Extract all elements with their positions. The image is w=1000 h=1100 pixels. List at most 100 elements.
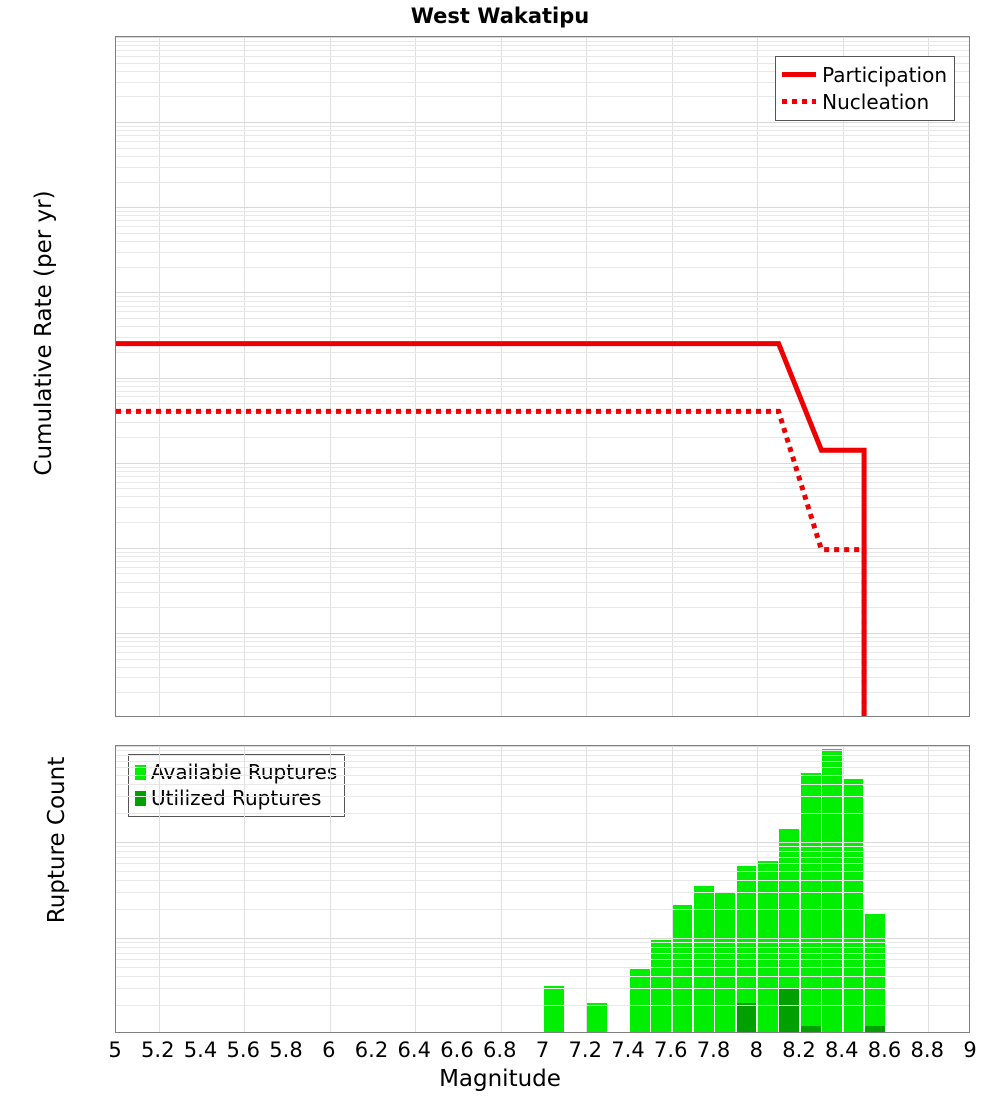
bar-column[interactable]: [587, 746, 607, 1032]
gridline-horizontal: [116, 147, 969, 149]
gridline-vertical: [842, 746, 844, 1032]
bar-column[interactable]: [736, 746, 757, 1032]
x-tick: 6.6: [440, 1038, 474, 1062]
gridline-horizontal: [116, 96, 969, 98]
gridline-horizontal: [116, 651, 969, 653]
bar-utilized: [864, 1026, 885, 1032]
gridline-horizontal: [116, 796, 969, 798]
legend-item-utilized[interactable]: Utilized Ruptures: [135, 785, 337, 811]
gridline-horizontal: [116, 305, 969, 307]
gridline-horizontal: [116, 959, 969, 961]
available-swatch-icon: [135, 764, 146, 780]
gridline-horizontal: [116, 232, 969, 234]
gridline-vertical: [928, 37, 930, 716]
bar-available: [736, 866, 757, 1032]
utilized-swatch-icon: [135, 790, 146, 806]
gridline-horizontal: [116, 122, 969, 124]
bar-available: [758, 861, 778, 1032]
gridline-vertical: [586, 37, 588, 716]
x-tick: 7.4: [611, 1038, 645, 1062]
solid-line-icon: [782, 72, 817, 77]
bar-available: [544, 986, 565, 1032]
curve-participation: [116, 341, 867, 716]
legend-label-nucleation: Nucleation: [822, 89, 930, 114]
gridline-horizontal: [116, 37, 969, 38]
gridline-horizontal: [116, 560, 969, 562]
gridline-horizontal: [116, 462, 969, 464]
bar-column[interactable]: [864, 746, 885, 1032]
bar-available: [587, 1003, 607, 1032]
bar-column[interactable]: [758, 746, 778, 1032]
gridline-horizontal: [116, 547, 969, 549]
gridline-horizontal: [116, 296, 969, 298]
bar-available: [672, 905, 693, 1032]
bar-column[interactable]: [822, 746, 842, 1032]
bar-column[interactable]: [651, 746, 671, 1032]
gridline-horizontal: [116, 846, 969, 848]
gridline-horizontal: [116, 266, 969, 268]
bar-column[interactable]: [715, 746, 736, 1032]
bar-column[interactable]: [544, 746, 565, 1032]
bar-available: [843, 779, 864, 1032]
gridline-horizontal: [116, 292, 969, 294]
legend-ruptures: Available Ruptures Utilized Ruptures: [128, 754, 346, 817]
curve-nucleation: [116, 408, 867, 716]
gridline-vertical: [757, 37, 759, 716]
legend-item-available[interactable]: Available Ruptures: [135, 759, 337, 785]
gridline-horizontal: [116, 522, 969, 524]
legend-label-utilized: Utilized Ruptures: [151, 786, 322, 810]
gridline-horizontal: [116, 207, 969, 209]
y-axis-label-bottom: Rupture Count: [44, 756, 70, 924]
gridline-horizontal: [116, 632, 969, 634]
gridline-horizontal: [116, 411, 969, 413]
gridline-vertical: [244, 746, 246, 1032]
bar-column[interactable]: [779, 746, 800, 1032]
cumulative-rate-plot: Participation Nucleation: [115, 36, 970, 717]
gridline-horizontal: [116, 677, 969, 679]
gridline-horizontal: [116, 422, 969, 423]
gridline-vertical: [928, 746, 930, 1032]
gridline-vertical: [158, 746, 160, 1032]
x-tick: 8.2: [782, 1038, 816, 1062]
x-tick: 8: [749, 1038, 763, 1062]
gridline-horizontal: [116, 466, 969, 468]
gridline-horizontal: [116, 746, 969, 747]
gridline-horizontal: [116, 952, 969, 954]
gridline-horizontal: [116, 130, 969, 132]
gridline-horizontal: [116, 555, 969, 557]
bar-available: [629, 969, 650, 1032]
gridline-horizontal: [116, 938, 969, 939]
gridline-vertical: [842, 37, 844, 716]
gridline-horizontal: [116, 880, 969, 882]
legend-item-participation[interactable]: Participation: [782, 61, 947, 88]
x-tick: 5.6: [226, 1038, 260, 1062]
gridline-horizontal: [116, 318, 969, 319]
gridline-horizontal: [116, 607, 969, 609]
gridline-horizontal: [116, 81, 969, 83]
x-tick: 5.8: [269, 1038, 303, 1062]
gridline-horizontal: [116, 55, 969, 57]
bar-column[interactable]: [693, 746, 714, 1032]
gridline-horizontal: [116, 141, 969, 142]
gridline-horizontal: [116, 215, 969, 217]
gridline-horizontal: [116, 581, 969, 583]
x-tick: 8.8: [910, 1038, 944, 1062]
gridline-horizontal: [116, 385, 969, 387]
gridline-horizontal: [116, 760, 969, 762]
x-tick: 8.4: [825, 1038, 859, 1062]
x-tick: 9: [963, 1038, 977, 1062]
gridline-horizontal: [116, 126, 969, 128]
legend-label-available: Available Ruptures: [151, 760, 338, 784]
gridline-vertical: [757, 746, 759, 1032]
gridline-horizontal: [116, 50, 969, 52]
rate-curves: [116, 341, 867, 716]
x-tick: 5.2: [141, 1038, 175, 1062]
gridline-horizontal: [116, 481, 969, 483]
bar-column[interactable]: [629, 746, 650, 1032]
gridline-horizontal: [116, 70, 969, 72]
bar-available: [864, 913, 885, 1032]
bar-column[interactable]: [672, 746, 693, 1032]
gridline-horizontal: [116, 135, 969, 137]
legend-item-nucleation[interactable]: Nucleation: [782, 88, 947, 115]
gridline-horizontal: [116, 666, 969, 668]
